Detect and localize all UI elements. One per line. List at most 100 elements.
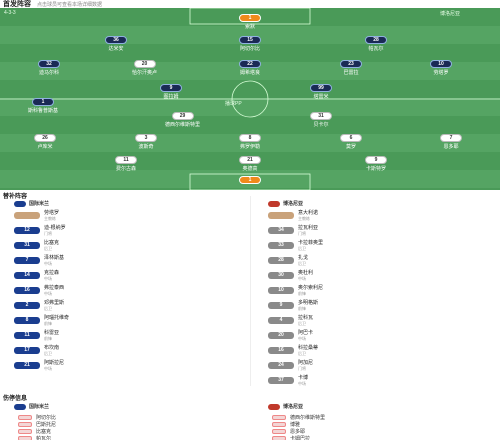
sub-row[interactable]: 16 弗拉泰西 中场: [14, 284, 64, 296]
sub-row[interactable]: 20 阿巴卡 中场: [268, 329, 313, 341]
sub-text: 多明格斯 前锋: [298, 299, 318, 312]
player-home[interactable]: 36 达米安: [105, 36, 127, 52]
player-home[interactable]: 23 巴雷拉: [340, 60, 362, 76]
player-number: 21: [239, 156, 261, 164]
sub-row[interactable]: 9 多明格斯 前锋: [268, 299, 318, 311]
player-number: 7: [14, 256, 40, 264]
sub-row[interactable]: 37 卡博 中场: [268, 374, 308, 386]
player-number: 16: [268, 346, 294, 354]
subs-away-header: 博洛尼亚: [268, 200, 303, 207]
player-home[interactable]: 15 阿切尔比: [239, 36, 261, 52]
sub-text: 邓弗里斯 后卫: [44, 299, 64, 312]
injury-row[interactable]: 博雅: [272, 419, 300, 429]
sub-text: 卡拉菲奥里 后卫: [298, 239, 323, 252]
player-number: 37: [268, 376, 294, 384]
sub-row[interactable]: 2 邓弗里斯 后卫: [14, 299, 64, 311]
avatar: [14, 211, 40, 219]
injury-name: 巴斯托尼: [36, 421, 57, 428]
player-away[interactable]: 9 卡斯特罗: [365, 156, 387, 172]
sub-position: 后卫: [44, 245, 52, 251]
sub-name: 意大利诺: [298, 209, 319, 216]
injury-icon: [18, 414, 32, 420]
player-number: 4: [268, 316, 294, 324]
player-away[interactable]: 21 奥德高: [239, 156, 261, 172]
player-name: 阿切尔比: [239, 46, 260, 52]
injury-icon: [18, 421, 32, 427]
sub-row[interactable]: 8 阿瑙托维奇 前锋: [14, 314, 69, 326]
player-home[interactable]: 9 图拉姆: [160, 84, 182, 100]
injury-row[interactable]: 阿切尔比: [18, 412, 56, 422]
sub-text: 意大利诺 主教练: [298, 209, 318, 222]
player-away[interactable]: 6 莫罗: [340, 134, 362, 150]
player-number: 10: [430, 60, 452, 68]
player-number: 14: [14, 271, 40, 279]
sub-row[interactable]: 4 拉科瓦 后卫: [268, 314, 313, 326]
inter-badge-icon: [14, 403, 26, 410]
sub-row[interactable]: 11 科雷亚 前锋: [14, 329, 59, 341]
sub-row[interactable]: 16 科拉桑蒂 后卫: [268, 344, 318, 356]
sub-row[interactable]: 21 阿斯拉尼 中场: [14, 359, 64, 371]
sub-row[interactable]: 7 泽林斯基 中场: [14, 254, 64, 266]
injury-row[interactable]: 卡姆巴拉: [272, 433, 310, 440]
injury-row[interactable]: 巴斯托尼: [18, 419, 56, 429]
player-number: 12: [14, 226, 40, 234]
player-home[interactable]: 22 姆希塔良: [239, 60, 261, 76]
sub-position: 中场: [44, 275, 52, 281]
player-name: 卡斯特罗: [365, 166, 386, 172]
player-away[interactable]: 8 弗罗伊勒: [239, 134, 261, 150]
player-away[interactable]: 26 卢库米: [34, 134, 56, 150]
sub-row[interactable]: 31 比塞克 后卫: [14, 239, 59, 251]
injury-row[interactable]: 恩多耶: [272, 426, 305, 436]
player-away-gk[interactable]: 1: [239, 176, 261, 184]
sub-row[interactable]: 30 奥杜利 中场: [268, 269, 313, 281]
sub-name: 布坎南: [44, 344, 60, 351]
player-home-gk[interactable]: 1 索默: [239, 14, 261, 30]
sub-row[interactable]: 12 迪-根纳罗 门将: [14, 224, 66, 236]
player-away[interactable]: 7 恩多耶: [440, 134, 462, 150]
injury-row[interactable]: 帕瓦尔: [18, 433, 51, 440]
sub-text: 扎戈 后卫: [298, 254, 308, 267]
player-home[interactable]: 32 迪马尔科: [38, 60, 60, 76]
player-away[interactable]: 1 斯科鲁普斯基: [28, 98, 58, 114]
sub-name: 阿加尼: [298, 359, 314, 366]
sub-name: 弗拉泰西: [44, 284, 65, 291]
sub-row[interactable]: 10 奥尔索利尼 前锋: [268, 284, 323, 296]
sub-position: 中场: [298, 380, 306, 386]
player-number: 1: [239, 176, 261, 184]
player-name: 图拉姆: [163, 94, 179, 100]
injury-icon: [18, 428, 32, 434]
sub-row[interactable]: 33 卡拉菲奥里 后卫: [268, 239, 323, 251]
player-number: 9: [365, 156, 387, 164]
player-home[interactable]: 99 塔雷米: [310, 84, 332, 100]
player-number: 23: [340, 60, 362, 68]
player-away[interactable]: 31 贝卡尔: [310, 112, 332, 128]
injury-name: 比塞克: [36, 428, 52, 435]
sub-row[interactable]: 34 拉瓦利亚 门将: [268, 224, 318, 236]
player-home[interactable]: 10 劳塔罗: [430, 60, 452, 76]
player-number: 17: [14, 346, 40, 354]
player-home[interactable]: 20 恰尔汗奥卢: [132, 60, 157, 76]
player-number: 7: [440, 134, 462, 142]
player-number: 24: [268, 361, 294, 369]
sub-row[interactable]: 意大利诺 主教练: [268, 209, 318, 221]
player-away[interactable]: 3 波斯奇: [135, 134, 157, 150]
player-away[interactable]: 29 德西尔维斯特里: [165, 112, 200, 128]
sub-row[interactable]: 24 阿加尼 门将: [268, 359, 313, 371]
player-away[interactable]: 11 费尔古森: [115, 156, 137, 172]
player-number: 9: [268, 301, 294, 309]
sub-row[interactable]: 17 布坎南 后卫: [14, 344, 59, 356]
sub-position: 后卫: [44, 305, 52, 311]
injuries-home-team: 国际米兰: [29, 404, 50, 410]
player-number: 36: [105, 36, 127, 44]
avatar: [268, 211, 294, 219]
sub-row[interactable]: 28 扎戈 后卫: [268, 254, 308, 266]
sub-position: 前锋: [44, 335, 52, 341]
injury-name: 帕瓦尔: [36, 435, 52, 440]
player-number: 21: [14, 361, 40, 369]
sub-row[interactable]: 劳塔罗 主教练: [14, 209, 59, 221]
injury-row[interactable]: 比塞克: [18, 426, 51, 436]
injury-row[interactable]: 德西尔维斯特里: [272, 412, 325, 422]
sub-row[interactable]: 14 克拉森 中场: [14, 269, 59, 281]
player-home[interactable]: 28 帕瓦尔: [365, 36, 387, 52]
subs-home-header: 国际米兰: [14, 200, 49, 207]
